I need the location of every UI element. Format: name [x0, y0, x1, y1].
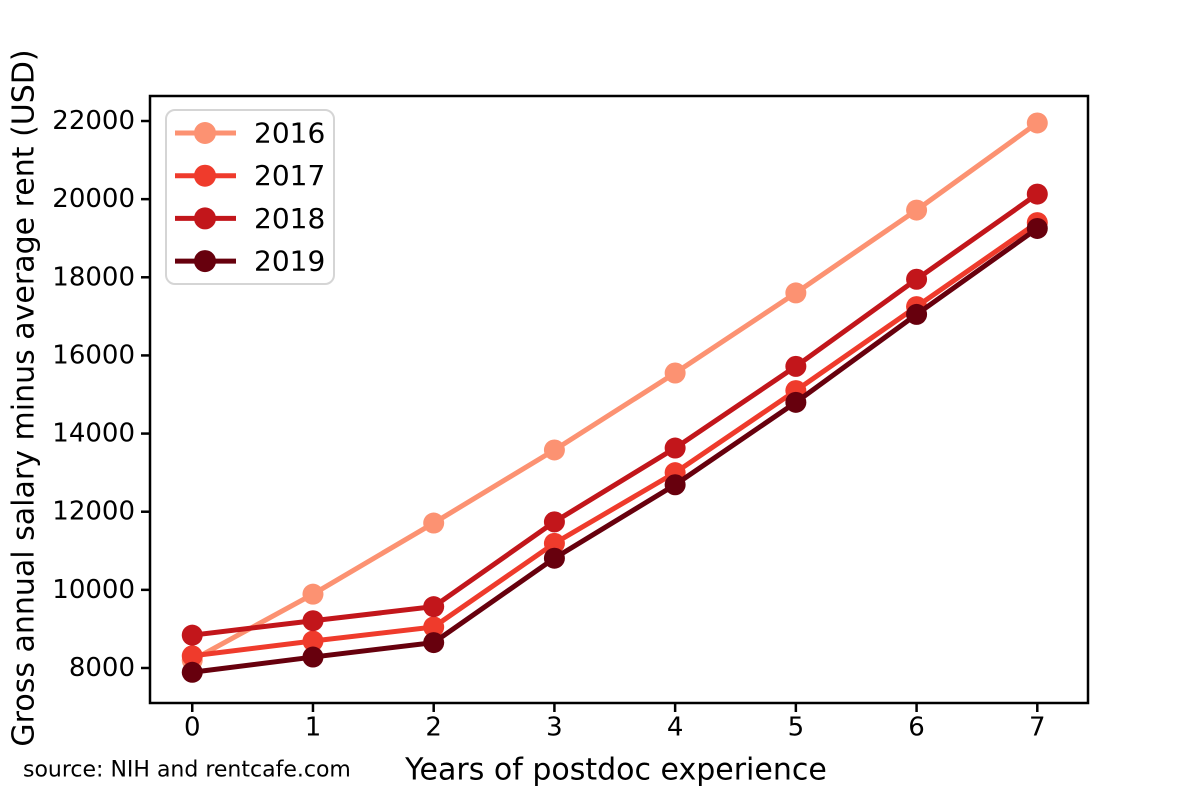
data-point-2017-0 — [181, 645, 203, 667]
data-point-2018-7 — [1026, 183, 1048, 205]
x-tick-label: 7 — [1029, 712, 1046, 742]
data-point-2016-3 — [543, 439, 565, 461]
y-tick-label: 12000 — [52, 497, 135, 527]
x-tick-label: 4 — [667, 712, 684, 742]
data-point-2016-6 — [906, 199, 928, 221]
y-tick-label: 14000 — [52, 419, 135, 449]
legend-box — [165, 109, 335, 285]
legend-label-2016: 2016 — [254, 117, 325, 150]
series-line-2016 — [191, 120, 1039, 663]
x-tick-label: 3 — [546, 712, 563, 742]
data-point-2016-7 — [1026, 112, 1048, 134]
legend-label-2018: 2018 — [254, 202, 325, 235]
y-tick-label: 16000 — [52, 340, 135, 370]
data-point-2018-6 — [906, 268, 928, 290]
data-point-2019-3 — [543, 547, 565, 569]
y-tick-label: 10000 — [52, 575, 135, 605]
plot-frame — [148, 94, 1090, 705]
legend-marker-2019 — [194, 250, 216, 273]
x-tick-label: 6 — [908, 712, 925, 742]
data-point-2019-7 — [1026, 217, 1048, 239]
legend-marker-2017 — [194, 164, 216, 187]
series-line-2019 — [191, 226, 1039, 675]
series-line-2018 — [191, 192, 1039, 638]
source-note: source: NIH and rentcafe.com — [23, 757, 351, 783]
data-point-2017-1 — [302, 630, 324, 652]
legend-marker-2016 — [194, 122, 216, 144]
data-point-2018-4 — [664, 437, 686, 459]
x-tick-label: 0 — [184, 712, 201, 742]
x-tick-label: 2 — [425, 712, 442, 742]
data-point-2016-1 — [302, 583, 324, 605]
data-point-2019-4 — [664, 474, 686, 496]
y-tick-label: 20000 — [52, 184, 135, 214]
data-point-2018-1 — [302, 610, 324, 632]
y-axis-label: Gross annual salary minus average rent (… — [6, 49, 42, 747]
data-point-2017-2 — [423, 616, 445, 638]
x-axis-label: Years of postdoc experience — [405, 752, 827, 788]
data-point-2019-2 — [423, 632, 445, 654]
legend-label-2019: 2019 — [254, 245, 325, 278]
legend-label-2017: 2017 — [254, 159, 325, 192]
data-point-2016-5 — [785, 282, 807, 304]
data-point-2018-3 — [543, 511, 565, 533]
data-point-2019-6 — [906, 303, 928, 325]
data-point-2018-2 — [423, 596, 445, 618]
data-point-2019-5 — [785, 391, 807, 413]
y-tick-label: 18000 — [52, 262, 135, 292]
data-point-2019-1 — [302, 646, 324, 668]
data-point-2016-4 — [664, 362, 686, 384]
y-tick-label: 22000 — [52, 106, 135, 136]
x-tick-label: 5 — [788, 712, 805, 742]
data-point-2018-0 — [181, 624, 203, 646]
series-line-2017 — [191, 220, 1039, 659]
y-tick-label: 8000 — [69, 653, 135, 683]
x-tick-label: 1 — [305, 712, 322, 742]
legend-marker-2018 — [194, 207, 216, 230]
data-point-2016-2 — [423, 512, 445, 534]
data-point-2019-0 — [181, 661, 203, 683]
data-point-2018-5 — [785, 355, 807, 377]
data-point-2017-3 — [543, 532, 565, 554]
